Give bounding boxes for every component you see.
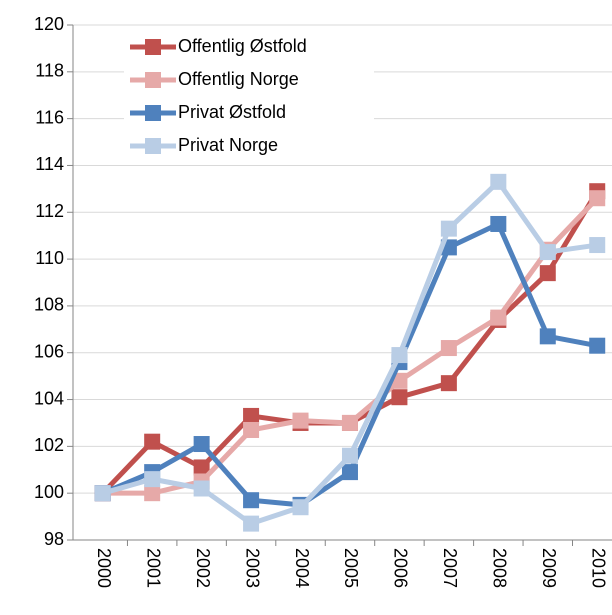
y-tick-label: 114 xyxy=(35,154,64,174)
data-point xyxy=(144,433,161,450)
x-tick-label: 2010 xyxy=(588,548,608,588)
x-tick-label: 2006 xyxy=(391,548,411,588)
legend-marker xyxy=(145,138,161,154)
data-point xyxy=(94,485,111,502)
x-tick-label: 2004 xyxy=(292,548,312,588)
data-point xyxy=(144,485,161,502)
x-tick-label: 2007 xyxy=(440,548,460,588)
legend-label: Offentlig Norge xyxy=(178,69,299,89)
legend-label: Privat Østfold xyxy=(178,102,286,122)
data-point xyxy=(589,237,606,254)
y-tick-label: 100 xyxy=(34,482,64,502)
y-tick-label: 110 xyxy=(35,248,64,268)
y-tick-label: 108 xyxy=(34,295,64,315)
data-point xyxy=(391,347,408,364)
data-point xyxy=(589,337,606,354)
x-tick-label: 2009 xyxy=(539,548,559,588)
y-tick-label: 112 xyxy=(35,201,64,221)
x-tick-label: 2005 xyxy=(341,548,361,588)
data-point xyxy=(193,480,210,497)
data-point xyxy=(440,220,457,237)
y-tick-label: 116 xyxy=(35,107,64,127)
data-point xyxy=(193,459,210,476)
y-tick-label: 104 xyxy=(34,388,64,408)
data-point xyxy=(243,515,260,532)
data-point xyxy=(144,471,161,488)
x-tick-label: 2008 xyxy=(490,548,510,588)
data-point xyxy=(341,414,358,431)
data-point xyxy=(490,215,507,232)
data-point xyxy=(391,389,408,406)
legend-label: Offentlig Østfold xyxy=(178,36,307,56)
data-point xyxy=(589,190,606,207)
x-tick-label: 2002 xyxy=(193,548,213,588)
data-point xyxy=(490,173,507,190)
y-tick-label: 118 xyxy=(35,61,64,81)
y-tick-label: 120 xyxy=(34,14,64,34)
data-point xyxy=(292,412,309,429)
data-point xyxy=(539,244,556,261)
x-tick-label: 2003 xyxy=(242,548,262,588)
data-point xyxy=(243,407,260,424)
legend-label: Privat Norge xyxy=(178,135,278,155)
data-point xyxy=(539,265,556,282)
y-tick-label: 98 xyxy=(44,529,64,549)
legend-box xyxy=(124,31,374,163)
data-point xyxy=(440,375,457,392)
data-point xyxy=(292,499,309,516)
data-point xyxy=(341,447,358,464)
data-point xyxy=(243,492,260,509)
legend-marker xyxy=(145,72,161,88)
data-point xyxy=(243,421,260,438)
data-point xyxy=(341,464,358,481)
data-point xyxy=(440,340,457,357)
data-point xyxy=(193,436,210,453)
legend-marker xyxy=(145,39,161,55)
x-tick-label: 2000 xyxy=(94,548,114,588)
legend-marker xyxy=(145,105,161,121)
data-point xyxy=(490,309,507,326)
data-point xyxy=(539,328,556,345)
x-tick-label: 2001 xyxy=(143,548,163,588)
y-tick-label: 106 xyxy=(34,341,64,361)
y-tick-label: 102 xyxy=(34,435,64,455)
